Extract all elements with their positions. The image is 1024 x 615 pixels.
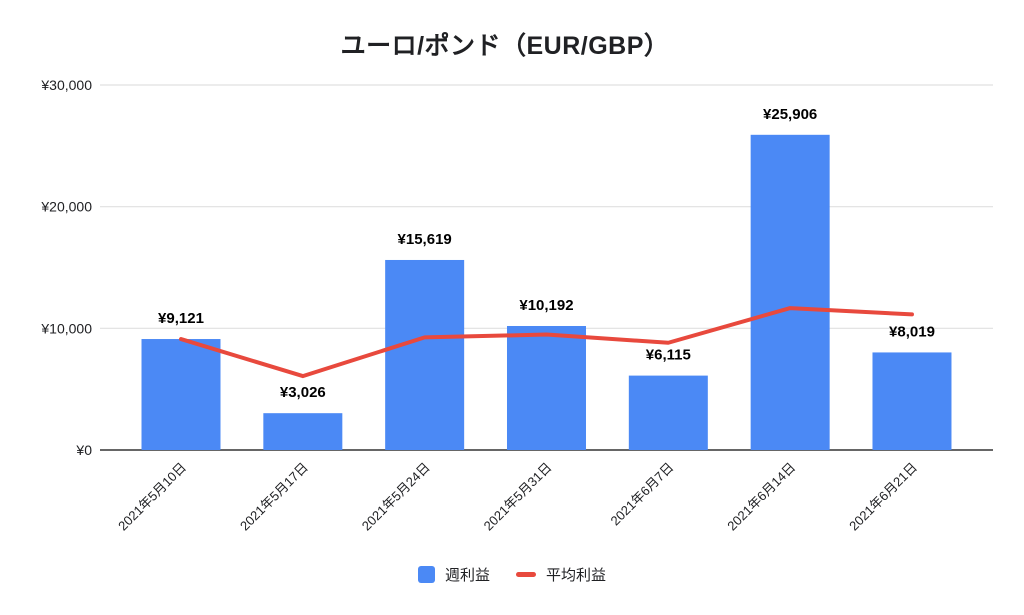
x-axis-tick-label: 2021年5月17日 bbox=[237, 460, 311, 534]
x-axis-tick-label: 2021年6月21日 bbox=[846, 460, 920, 534]
bar-weekly-profit bbox=[628, 375, 708, 450]
y-axis-tick-label: ¥0 bbox=[75, 442, 92, 458]
line-series-swatch-icon bbox=[516, 572, 536, 577]
legend-item-weekly-profit: 週利益 bbox=[417, 564, 490, 585]
bar-value-label: ¥25,906 bbox=[763, 106, 817, 123]
bar-value-label: ¥6,115 bbox=[646, 347, 691, 364]
chart-title: ユーロ/ポンド（EUR/GBP） bbox=[340, 32, 670, 60]
chart-legend: 週利益 平均利益 bbox=[0, 564, 1024, 585]
x-axis-tick-label: 2021年6月14日 bbox=[724, 460, 798, 534]
x-axis-tick-label: 2021年5月24日 bbox=[359, 460, 433, 534]
average-profit-line bbox=[179, 306, 914, 379]
bar-value-label: ¥15,619 bbox=[398, 231, 452, 248]
y-axis-tick-label: ¥30,000 bbox=[40, 77, 92, 93]
legend-label: 週利益 bbox=[444, 567, 490, 584]
bar-weekly-profit bbox=[385, 259, 465, 450]
x-axis-tick-label: 2021年5月10日 bbox=[115, 460, 189, 534]
bar-weekly-profit bbox=[263, 413, 343, 450]
bar-value-label: ¥8,019 bbox=[889, 323, 935, 340]
bar-weekly-profit bbox=[750, 134, 830, 450]
legend-item-average-profit: 平均利益 bbox=[516, 564, 606, 585]
x-axis-tick-label: 2021年6月7日 bbox=[608, 460, 677, 529]
bar-value-label: ¥9,121 bbox=[158, 310, 204, 327]
bar-value-label: ¥10,192 bbox=[519, 297, 573, 314]
bar-weekly-profit bbox=[141, 339, 221, 450]
legend-label: 平均利益 bbox=[546, 567, 607, 584]
bar-weekly-profit bbox=[872, 352, 952, 450]
y-axis-tick-label: ¥10,000 bbox=[40, 320, 92, 336]
y-axis-tick-label: ¥20,000 bbox=[40, 199, 92, 215]
bar-value-label: ¥3,026 bbox=[280, 384, 326, 401]
bar-weekly-profit bbox=[506, 325, 586, 450]
x-axis-tick-label: 2021年5月31日 bbox=[481, 460, 555, 534]
bar-series-swatch-icon bbox=[417, 566, 435, 583]
